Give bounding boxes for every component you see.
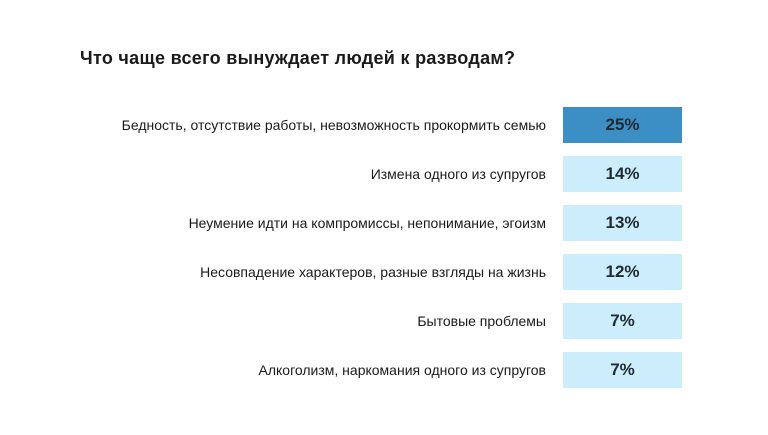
category-label: Измена одного из супругов	[370, 166, 546, 182]
table-row: Измена одного из супругов 14%	[0, 156, 768, 192]
value-box: 12%	[563, 254, 682, 290]
value-box: 25%	[563, 107, 682, 143]
table-row: Бытовые проблемы 7%	[0, 303, 768, 339]
value-box: 13%	[563, 205, 682, 241]
value-box: 7%	[563, 303, 682, 339]
value-box: 7%	[563, 352, 682, 388]
chart-title: Что чаще всего вынуждает людей к развода…	[80, 48, 516, 68]
value-box: 14%	[563, 156, 682, 192]
category-label: Бытовые проблемы	[417, 313, 546, 329]
table-row: Бедность, отсутствие работы, невозможнос…	[0, 107, 768, 143]
table-row: Неумение идти на компромиссы, непонимани…	[0, 205, 768, 241]
category-label: Алкоголизм, наркомания одного из супруго…	[258, 362, 546, 378]
table-row: Алкоголизм, наркомания одного из супруго…	[0, 352, 768, 388]
category-label: Несовпадение характеров, разные взгляды …	[200, 264, 546, 280]
category-label: Неумение идти на компромиссы, непонимани…	[188, 215, 546, 231]
table-row: Несовпадение характеров, разные взгляды …	[0, 254, 768, 290]
category-label: Бедность, отсутствие работы, невозможнос…	[121, 117, 546, 133]
